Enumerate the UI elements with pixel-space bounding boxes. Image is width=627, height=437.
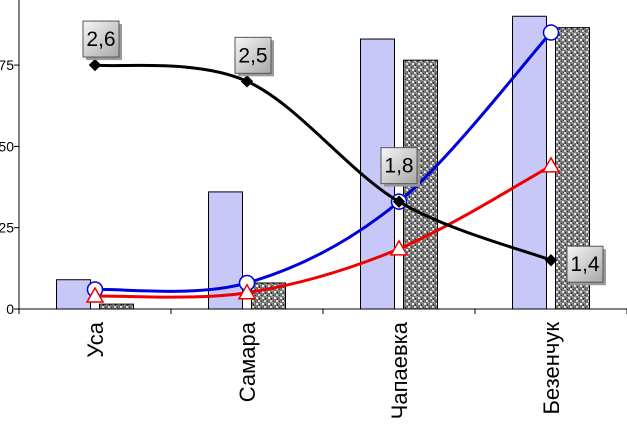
data-label-box <box>234 36 272 74</box>
bar-series-1-Безенчук <box>512 15 547 310</box>
data-label-text: 1,4 <box>570 253 600 276</box>
bar-series-2-Уса <box>99 303 134 310</box>
category-label-Чапаевка: Чапаевка <box>387 321 412 419</box>
bar-series-1-Самара <box>208 191 243 310</box>
data-label-text: 2,5 <box>238 44 267 67</box>
line-series-2-point-Чапаевка <box>389 239 409 256</box>
line-series-2-point-Уса <box>85 286 105 303</box>
line-series-3-point-Чапаевка <box>392 195 406 208</box>
x-axis-ticks <box>18 309 627 314</box>
category-label-Самара: Самара <box>235 321 260 402</box>
y-tick-label: 0 <box>6 301 14 317</box>
line-series-1 <box>94 31 553 293</box>
data-label-text: 2,6 <box>86 28 115 51</box>
data-label-box <box>82 20 120 58</box>
line-series-2-point-Безенчук <box>541 156 561 173</box>
line-series-3-point-Уса <box>88 58 102 72</box>
y-tick-label: 25 <box>0 220 14 236</box>
data-label-box <box>380 147 418 185</box>
y-tick-label: 50 <box>0 138 14 154</box>
line-series-3-point-Самара <box>240 75 254 88</box>
line-series-3-point-Безенчук <box>544 254 558 267</box>
bar-series-1-Уса <box>56 279 91 310</box>
line-series-2-point-Самара <box>237 283 257 300</box>
line-series-3 <box>94 63 552 262</box>
line-series-1-point-Безенчук <box>542 24 560 41</box>
data-label-text: 1,8 <box>384 155 413 178</box>
y-axis-ticks: 0 25 50 75 <box>0 57 19 317</box>
data-label-box <box>566 245 604 283</box>
category-labels: Уса Самара Чапаевка Безенчук <box>83 321 564 419</box>
category-label-Безенчук: Безенчук <box>539 322 564 415</box>
line-series-2 <box>94 164 552 299</box>
y-tick-label: 75 <box>0 57 14 73</box>
bar-series-group <box>56 15 590 310</box>
line-series-group <box>85 24 561 303</box>
data-label-group: 2,6 2,5 1,8 1,4 <box>82 20 606 286</box>
category-label-Уса: Уса <box>83 321 108 358</box>
